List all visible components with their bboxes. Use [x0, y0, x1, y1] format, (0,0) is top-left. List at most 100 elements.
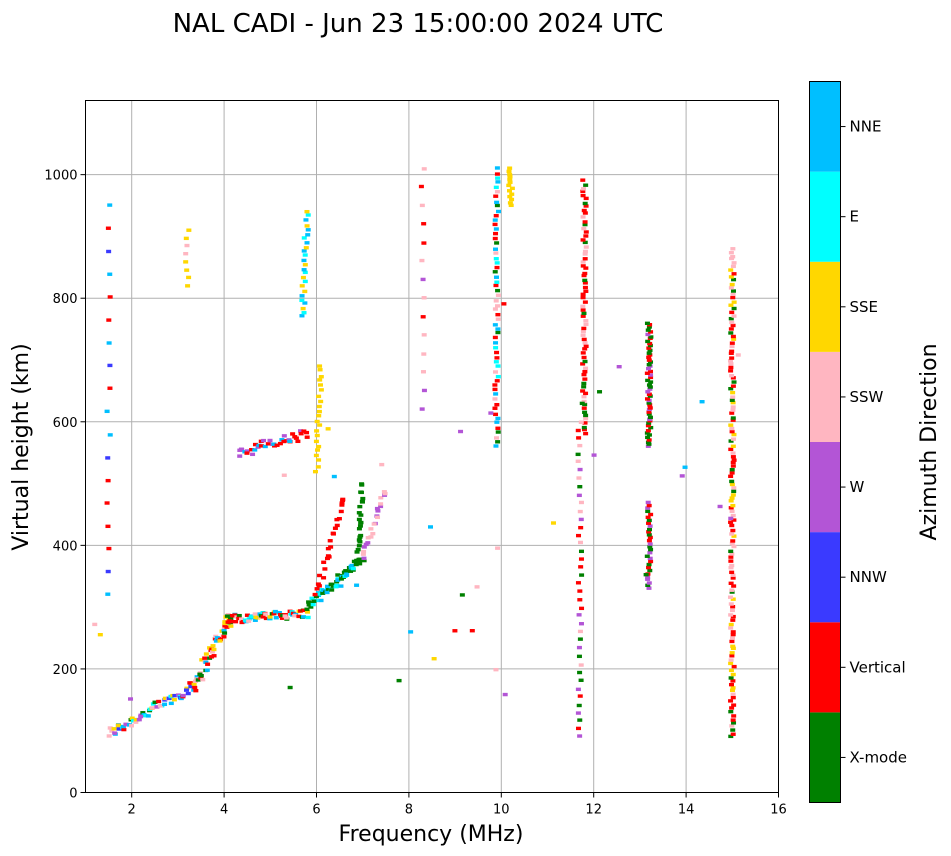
echo-mark	[576, 436, 582, 440]
echo-mark	[729, 588, 735, 592]
echo-mark	[729, 541, 735, 546]
echo-mark	[730, 444, 736, 448]
echo-mark	[458, 429, 464, 434]
echo-mark	[727, 595, 733, 599]
echo-mark	[644, 321, 650, 326]
echo-mark	[583, 366, 589, 370]
echo-mark	[645, 444, 651, 448]
echo-mark	[730, 390, 736, 395]
echo-mark	[495, 293, 501, 297]
echo-mark	[728, 549, 734, 554]
echo-mark	[495, 374, 501, 379]
echo-mark	[157, 704, 163, 708]
echo-mark	[728, 439, 734, 443]
echo-mark	[314, 429, 320, 433]
echo-mark	[316, 592, 322, 596]
echo-mark	[730, 289, 736, 293]
echo-mark	[646, 562, 652, 567]
echo-mark	[679, 474, 685, 478]
echo-mark	[646, 392, 652, 396]
echo-mark	[209, 650, 215, 654]
colorbar-swatch	[809, 171, 841, 262]
echo-mark	[361, 556, 367, 561]
echo-mark	[730, 539, 736, 543]
echo-mark	[645, 328, 651, 332]
echo-mark	[578, 678, 584, 682]
echo-mark	[582, 300, 588, 304]
echo-mark	[493, 227, 499, 231]
colorbar-swatch	[809, 712, 841, 803]
echo-mark	[211, 654, 217, 658]
echo-mark	[302, 301, 308, 305]
echo-mark	[171, 698, 177, 702]
echo-mark	[729, 373, 735, 378]
echo-mark	[731, 314, 737, 318]
y-tick-label: 1000	[44, 169, 77, 184]
echo-mark	[580, 178, 586, 182]
echo-mark	[281, 473, 287, 477]
echo-mark	[645, 378, 651, 383]
echo-mark	[730, 395, 736, 399]
echo-mark	[300, 306, 306, 311]
echo-mark	[326, 555, 332, 559]
echo-mark	[318, 598, 324, 603]
echo-mark	[580, 189, 586, 194]
echo-mark	[729, 398, 735, 402]
echo-mark	[145, 714, 151, 718]
echo-mark	[493, 667, 499, 672]
echo-mark	[305, 615, 311, 620]
echo-mark	[193, 688, 199, 693]
echo-mark	[493, 247, 499, 251]
echo-mark	[506, 169, 512, 174]
echo-mark	[581, 385, 587, 389]
echo-mark	[731, 458, 737, 462]
echo-mark	[581, 399, 587, 404]
echo-mark	[492, 397, 498, 401]
echo-mark	[492, 236, 498, 241]
x-axis-label: Frequency (MHz)	[339, 822, 524, 847]
echo-mark	[646, 581, 652, 585]
echo-mark	[730, 264, 736, 269]
echo-mark	[645, 339, 651, 344]
echo-mark	[116, 727, 122, 731]
colorbar-label: Vertical	[850, 658, 906, 676]
echo-mark	[382, 491, 388, 496]
echo-mark	[227, 616, 233, 621]
echo-mark	[298, 431, 304, 436]
echo-mark	[647, 415, 653, 420]
echo-mark	[731, 277, 737, 282]
echo-mark	[228, 624, 234, 628]
echo-mark	[731, 432, 737, 437]
echo-mark	[645, 435, 651, 440]
echo-mark	[728, 316, 734, 321]
echo-mark	[271, 442, 277, 446]
echo-mark	[494, 356, 500, 360]
echo-mark	[306, 603, 312, 607]
echo-mark	[300, 275, 306, 280]
echo-mark	[581, 372, 587, 377]
echo-mark	[729, 310, 735, 315]
echo-mark	[496, 209, 502, 214]
echo-mark	[302, 289, 308, 294]
echo-mark	[580, 308, 586, 312]
echo-mark	[730, 292, 736, 297]
echo-mark	[509, 186, 515, 191]
echo-mark	[357, 557, 363, 561]
echo-mark	[730, 323, 736, 328]
echo-mark	[728, 668, 734, 673]
echo-mark	[495, 416, 501, 421]
echo-mark	[648, 512, 654, 517]
echo-mark	[431, 657, 437, 661]
y-tick-label: 400	[53, 539, 78, 554]
echo-mark	[302, 270, 308, 275]
echo-mark	[646, 366, 652, 371]
echo-mark	[257, 612, 263, 616]
echo-mark	[728, 506, 734, 510]
echo-mark	[420, 370, 426, 374]
echo-mark	[421, 222, 427, 226]
echo-mark	[267, 438, 273, 443]
echo-mark	[258, 444, 264, 448]
echo-mark	[107, 272, 113, 276]
echo-mark	[250, 452, 256, 457]
echo-mark	[730, 614, 736, 619]
